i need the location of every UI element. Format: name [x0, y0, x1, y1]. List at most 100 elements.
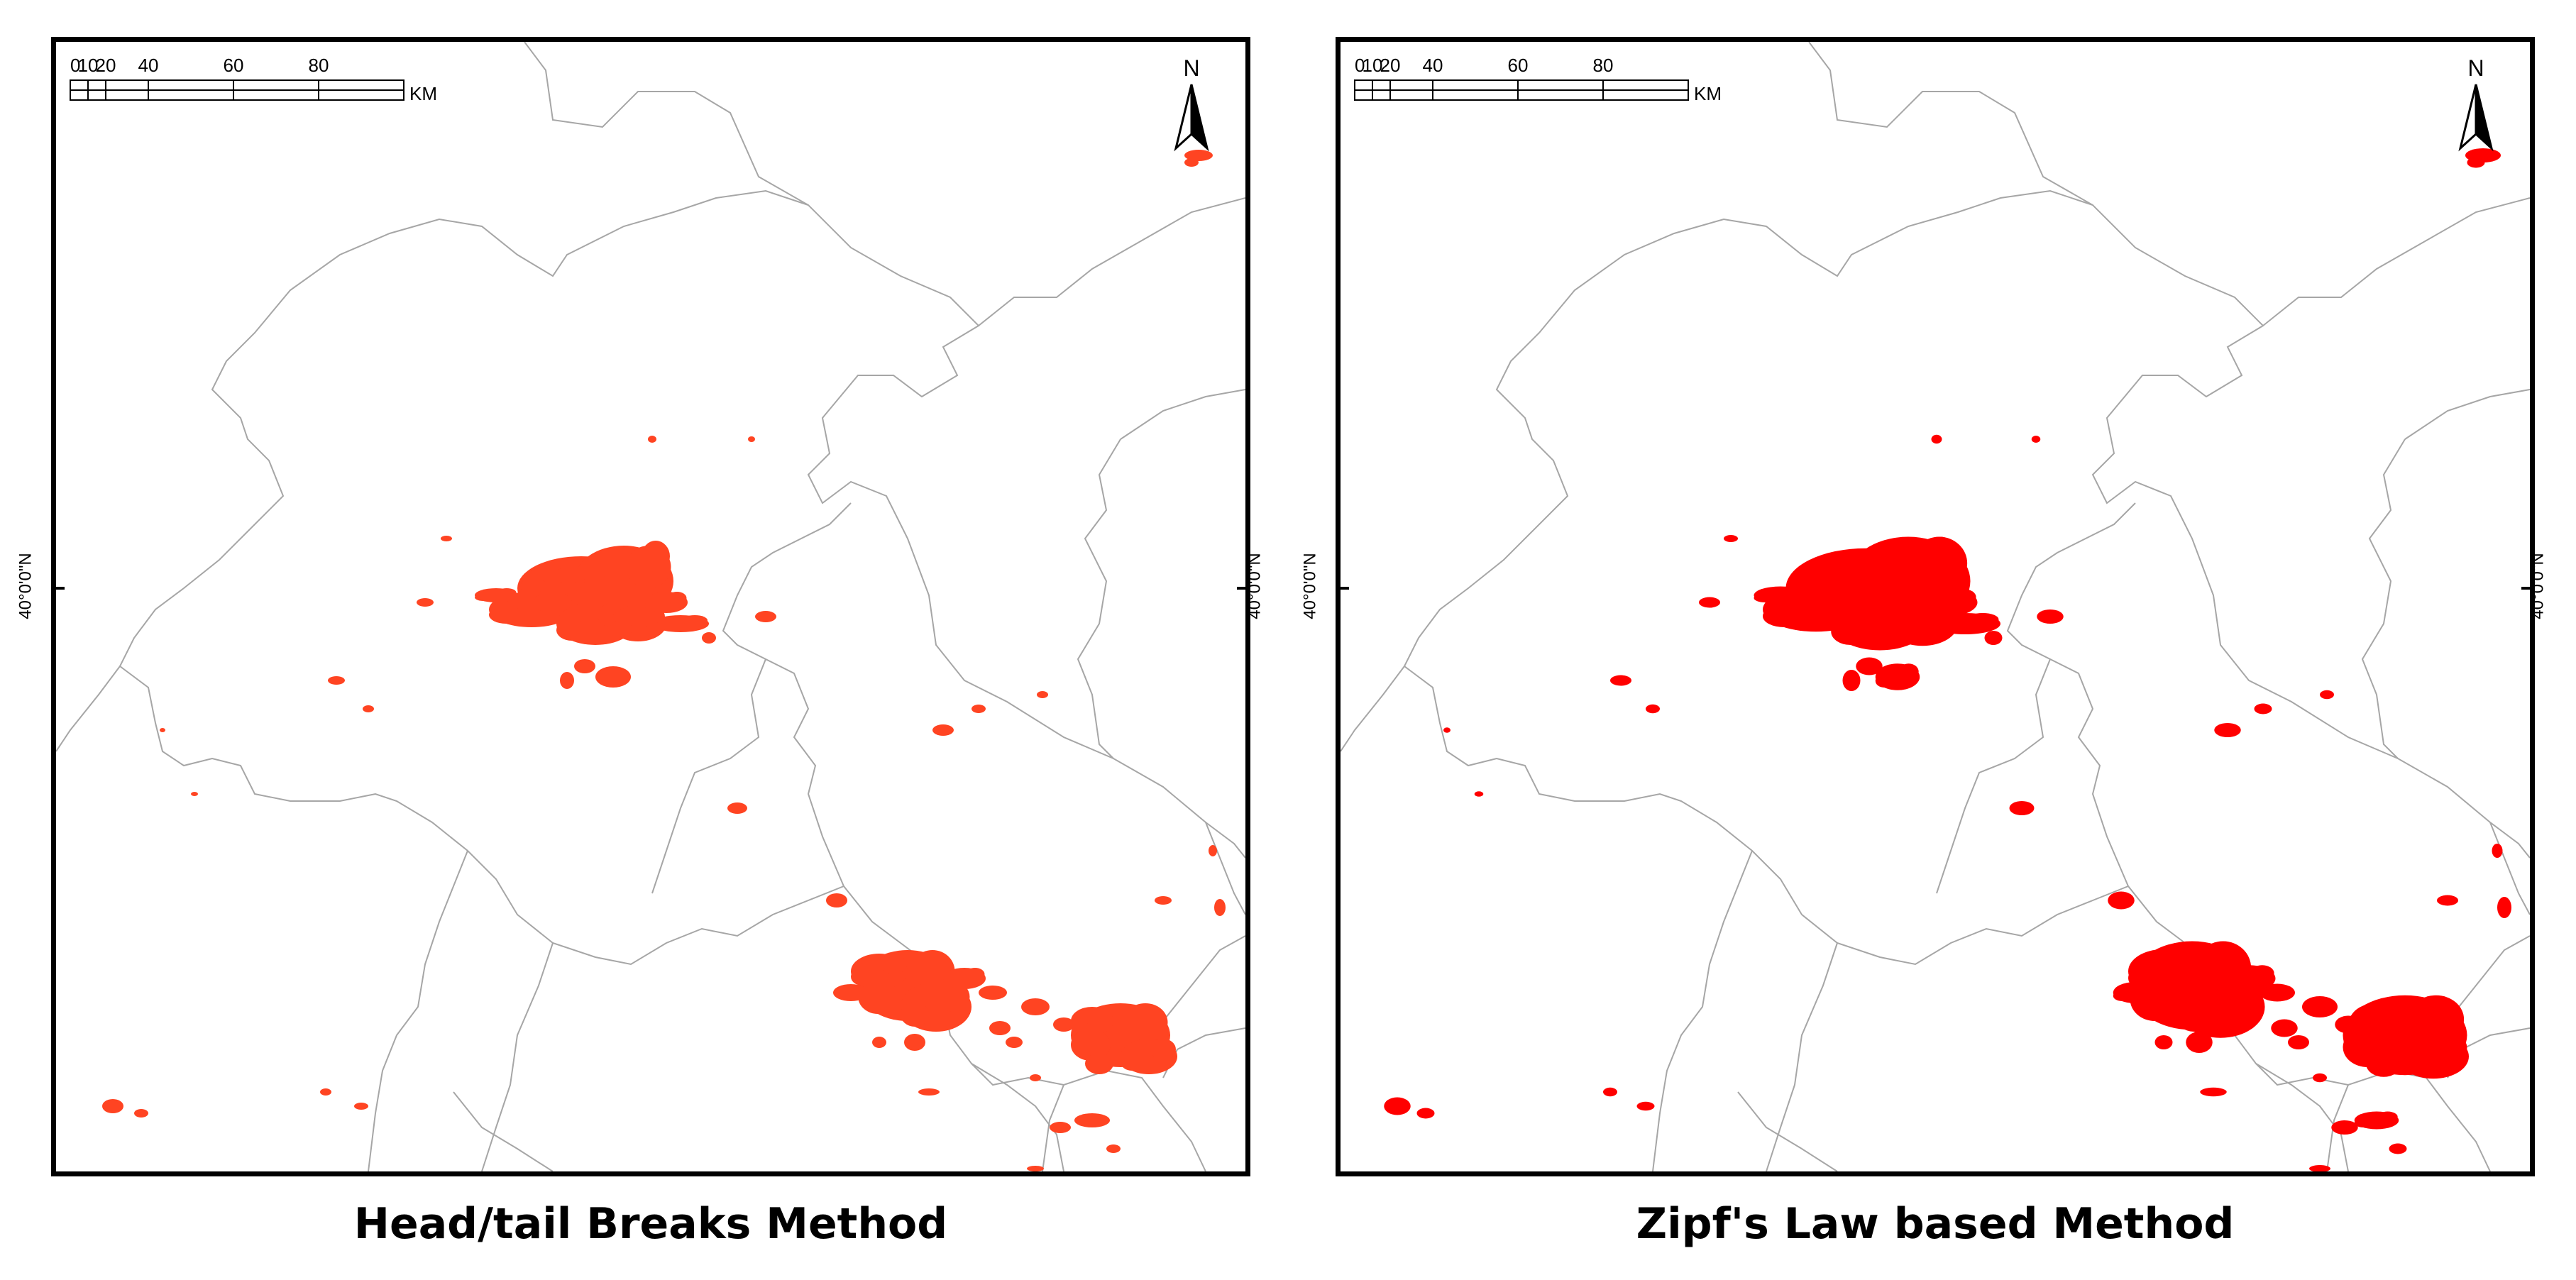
urban-patch: [872, 1037, 886, 1048]
admin-boundary-line: [2326, 1084, 2349, 1171]
urban-patch: [979, 986, 1007, 1000]
right-latitude-label-west: 40°0'0"N: [1300, 553, 1320, 619]
urban-patch: [2176, 1000, 2212, 1032]
urban-patch: [320, 1088, 331, 1096]
urban-patch: [1646, 704, 1660, 714]
admin-boundary-line: [1162, 935, 1245, 1022]
admin-boundary-line: [2262, 197, 2530, 326]
scale-tick-label: 80: [1593, 55, 1614, 76]
urban-patch: [2377, 1003, 2402, 1025]
north-arrow-left-half: [1174, 84, 1193, 152]
scale-tick-label: 20: [96, 55, 116, 76]
admin-boundaries: [1341, 42, 2530, 1171]
urban-patch: [1214, 899, 1226, 916]
north-arrow-right-half: [1190, 84, 1209, 152]
urban-patch: [667, 592, 687, 605]
admin-boundary-line: [2489, 822, 2530, 915]
urban-patch: [2320, 690, 2334, 700]
north-label: N: [1183, 55, 1199, 81]
admin-boundary-line: [2404, 389, 2530, 440]
urban-patch: [918, 1088, 940, 1096]
urban-patch: [2009, 801, 2035, 815]
urban-patch: [1875, 674, 1893, 688]
admin-boundaries: [56, 42, 1245, 1171]
urban-patch: [2309, 1165, 2330, 1171]
urban-patch: [2398, 1052, 2426, 1074]
urban-patch: [2288, 1035, 2309, 1049]
left-map-frame: 0 10 20 40 60 80 KM N: [51, 37, 1250, 1176]
admin-boundary-line: [119, 666, 844, 966]
scale-tick-label: 0: [1355, 55, 1365, 76]
urban-patch: [2313, 1073, 2327, 1083]
urban-patch: [534, 592, 572, 613]
urban-patch: [727, 802, 747, 814]
right-latitude-label-east: 40°0'0"N: [2528, 553, 2548, 619]
urban-patch: [191, 792, 198, 796]
urban-patch: [901, 1002, 929, 1027]
urban-patch: [1966, 613, 1999, 626]
admin-boundary-line: [56, 189, 809, 752]
urban-patch: [554, 567, 583, 584]
admin-boundary-line: [2006, 502, 2136, 887]
urban-patch: [2200, 1087, 2227, 1097]
urban-patch: [1724, 535, 1738, 542]
scale-tick-label: 0: [70, 55, 80, 76]
urban-patch: [1474, 791, 1484, 797]
urban-patch: [943, 976, 960, 987]
urban-patch: [1754, 593, 1776, 602]
urban-patch: [826, 893, 847, 907]
urban-patch: [2377, 1111, 2398, 1122]
urban-patch: [1887, 619, 1915, 641]
urban-patch: [1839, 563, 1876, 585]
urban-patch: [1155, 896, 1172, 905]
scale-unit-label: KM: [1694, 83, 1722, 104]
scale-tick-label: 60: [1508, 55, 1529, 76]
urban-patch: [2031, 436, 2041, 443]
urban-patch: [497, 588, 517, 597]
urban-patch: [1763, 605, 1805, 627]
urban-patch: [2222, 976, 2244, 989]
urban-patch: [1931, 434, 1942, 444]
urban-patch: [1781, 586, 1806, 597]
north-arrow-right-half: [2475, 84, 2494, 152]
admin-boundary-line: [1737, 1091, 1838, 1171]
admin-boundary-line: [481, 942, 554, 1171]
urban-patch: [2113, 991, 2131, 1001]
urban-patch: [989, 1021, 1011, 1035]
urban-patch: [1053, 1017, 1074, 1032]
north-arrow-icon: N: [2458, 55, 2494, 152]
urban-patch: [2331, 1120, 2358, 1135]
urban-patch: [2408, 995, 2465, 1044]
urban-patch: [1123, 1003, 1168, 1042]
urban-patch: [1603, 1087, 1617, 1097]
urban-patch: [2214, 723, 2241, 737]
urban-patch: [1913, 560, 1932, 574]
urban-patch: [102, 1099, 123, 1113]
urban-patch: [1027, 1166, 1044, 1171]
urban-patch: [1106, 1144, 1121, 1153]
admin-boundary-line: [843, 885, 1064, 1171]
scale-tick-label: 80: [309, 55, 329, 76]
urban-patch: [1071, 1018, 1088, 1032]
urban-patch: [833, 984, 869, 1001]
urban-patch: [595, 666, 631, 688]
urban-patch: [1071, 1029, 1111, 1061]
urban-patch: [755, 611, 776, 622]
urban-patch: [610, 620, 632, 638]
urban-patch: [1384, 1097, 1411, 1115]
urban-patch: [1150, 1039, 1176, 1060]
urban-patch: [2136, 982, 2157, 995]
left-latitude-label-west: 40°0'0"N: [16, 553, 35, 619]
urban-patch: [1037, 691, 1048, 698]
urban-patch: [851, 968, 874, 986]
urban-patch: [1898, 663, 1919, 680]
scale-tick-label: 40: [138, 55, 159, 76]
urban-patch: [556, 619, 588, 641]
urban-patch: [1924, 600, 1946, 613]
urban-patch: [1856, 657, 1883, 675]
north-arrow-left-half: [2458, 84, 2477, 152]
left-caption: Head/tail Breaks Method: [353, 1199, 948, 1249]
urban-areas: [1384, 148, 2511, 1171]
urban-patch: [475, 594, 492, 601]
